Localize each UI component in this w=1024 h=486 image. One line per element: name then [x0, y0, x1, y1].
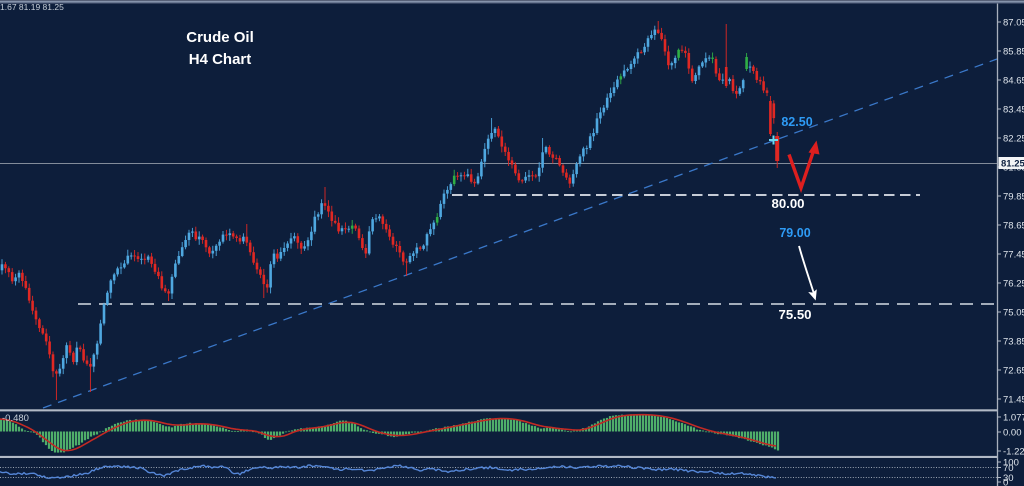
- svg-text:75.50: 75.50: [778, 307, 811, 322]
- svg-text:100: 100: [1003, 457, 1019, 468]
- svg-text:H4 Chart: H4 Chart: [189, 51, 252, 68]
- svg-text:79.00: 79.00: [779, 226, 810, 240]
- svg-text:81.25: 81.25: [1001, 159, 1024, 170]
- svg-text:70: 70: [1003, 463, 1014, 474]
- svg-text:-0.480: -0.480: [2, 413, 29, 424]
- svg-text:73.85: 73.85: [1003, 336, 1024, 347]
- svg-text:85.85: 85.85: [1003, 46, 1024, 57]
- svg-text:77.45: 77.45: [1003, 249, 1024, 260]
- svg-text:80.00: 80.00: [771, 196, 804, 211]
- svg-text:83.45: 83.45: [1003, 104, 1024, 115]
- svg-text:87.05: 87.05: [1003, 17, 1024, 28]
- svg-text:72.65: 72.65: [1003, 365, 1024, 376]
- svg-text:0: 0: [1003, 477, 1008, 486]
- svg-text:82.25: 82.25: [1003, 133, 1024, 144]
- svg-text:75.05: 75.05: [1003, 307, 1024, 318]
- svg-text:Crude Oil: Crude Oil: [186, 29, 254, 46]
- svg-text:30: 30: [1003, 473, 1014, 484]
- svg-text:0.00: 0.00: [1003, 427, 1022, 438]
- svg-text:1.67 81.19 81.25: 1.67 81.19 81.25: [0, 2, 64, 12]
- svg-text:76.25: 76.25: [1003, 278, 1024, 289]
- svg-text:71.45: 71.45: [1003, 394, 1024, 405]
- svg-text:1.077: 1.077: [1003, 412, 1024, 423]
- svg-text:78.65: 78.65: [1003, 220, 1024, 231]
- svg-text:82.50: 82.50: [781, 115, 812, 129]
- svg-text:79.85: 79.85: [1003, 191, 1024, 202]
- svg-text:84.65: 84.65: [1003, 75, 1024, 86]
- svg-text:-1.221: -1.221: [1003, 446, 1024, 457]
